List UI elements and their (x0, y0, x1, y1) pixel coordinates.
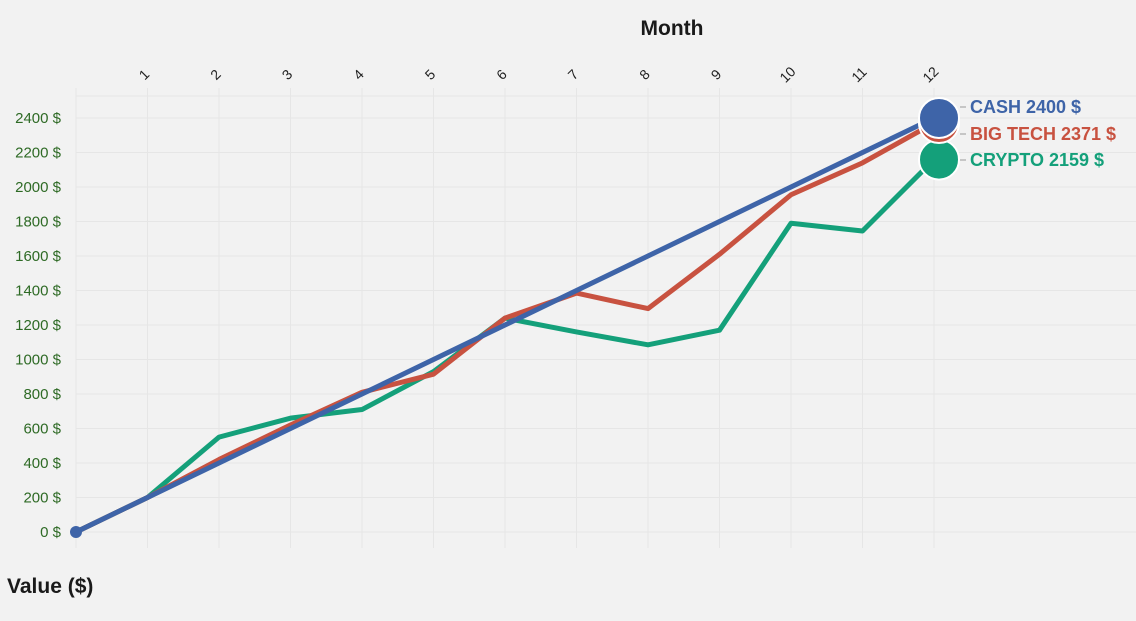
y-tick-label: 1200 $ (15, 317, 62, 334)
series-line-big-tech (73, 120, 937, 535)
y-axis-ticks: 0 $ 200 $ 400 $ 600 $ 800 $ 1000 $ 1200 $ 1400 … (15, 110, 62, 541)
series-end-marker-crypto (918, 138, 960, 181)
y-tick-label: 1800 $ (15, 214, 62, 231)
y-tick-label: 200 $ (23, 490, 61, 507)
series-lines (73, 115, 937, 535)
y-tick-label: 2000 $ (15, 179, 62, 196)
series-end-labels: CRYPTO 2159 $ BIG TECH 2371 $ CASH 2400 $ (960, 97, 1116, 170)
y-tick-label: 1000 $ (15, 352, 62, 369)
y-axis-title: Value ($) (7, 575, 93, 598)
x-axis-title: Month (641, 17, 704, 40)
series-start-marker (70, 526, 82, 538)
y-tick-label: 2400 $ (15, 110, 62, 127)
y-tick-label: 2200 $ (15, 145, 62, 162)
series-line-cash (73, 115, 937, 535)
series-markers (70, 97, 960, 538)
series-end-label-big-tech: BIG TECH 2371 $ (970, 124, 1116, 144)
series-end-label-crypto: CRYPTO 2159 $ (970, 150, 1104, 170)
y-tick-label: 1600 $ (15, 248, 62, 265)
series-end-marker-cash (918, 97, 960, 139)
y-tick-label: 800 $ (23, 386, 61, 403)
y-tick-label: 0 $ (40, 524, 62, 541)
y-tick-label: 600 $ (23, 421, 61, 438)
grid (75, 88, 1136, 548)
y-tick-label: 1400 $ (15, 283, 62, 300)
series-end-label-cash: CASH 2400 $ (970, 97, 1081, 117)
y-tick-label: 400 $ (23, 455, 61, 472)
